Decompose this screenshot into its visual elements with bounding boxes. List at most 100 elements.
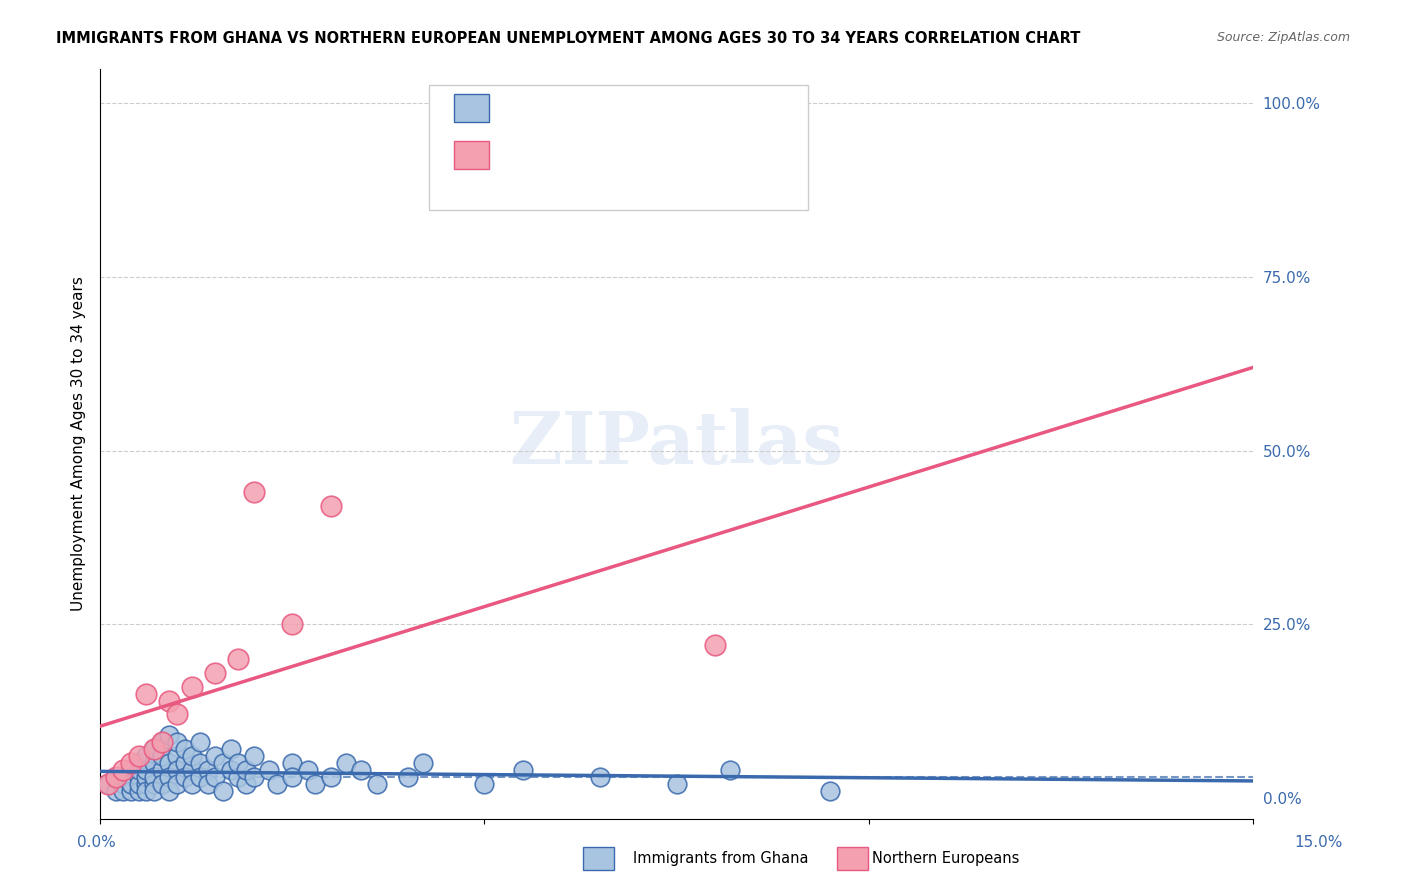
Text: IMMIGRANTS FROM GHANA VS NORTHERN EUROPEAN UNEMPLOYMENT AMONG AGES 30 TO 34 YEAR: IMMIGRANTS FROM GHANA VS NORTHERN EUROPE… [56,31,1081,46]
Text: Northern Europeans: Northern Europeans [872,851,1019,865]
Point [150,749,173,764]
Point [166,763,188,777]
Point [204,665,226,680]
Point [820,784,842,798]
Point [112,770,135,784]
Point [228,770,250,784]
Text: 15.0%: 15.0% [1295,836,1343,850]
Point [166,707,188,722]
Point [204,749,226,764]
Point [135,687,157,701]
Point [173,770,195,784]
Point [150,763,173,777]
Point [128,770,150,784]
Point [235,777,257,791]
Point [243,770,266,784]
Point [135,784,157,798]
Point [120,756,142,770]
Point [319,770,342,784]
Point [150,777,173,791]
Point [219,763,242,777]
Point [665,777,688,791]
Point [266,777,288,791]
Text: ZIPatlas: ZIPatlas [509,408,844,479]
Point [281,756,304,770]
Point [120,777,142,791]
Point [173,756,195,770]
Point [304,777,326,791]
Point [104,784,127,798]
Point [188,756,211,770]
Point [297,763,319,777]
Point [188,770,211,784]
Point [166,777,188,791]
Point [219,742,242,756]
Point [150,735,173,749]
Point [112,763,135,777]
Point [512,763,534,777]
Point [128,749,150,764]
Point [212,756,235,770]
Point [235,763,257,777]
Point [718,763,741,777]
Point [366,777,388,791]
Text: Source: ZipAtlas.com: Source: ZipAtlas.com [1216,31,1350,45]
Point [228,652,250,666]
Text: Immigrants from Ghana: Immigrants from Ghana [633,851,808,865]
Text: R = -0.033   N = 78: R = -0.033 N = 78 [499,100,643,114]
Point [150,735,173,749]
Text: R =   0.419   N = 17: R = 0.419 N = 17 [499,147,647,161]
Point [157,756,180,770]
Point [142,770,165,784]
Text: 0.0%: 0.0% [77,836,117,850]
Point [128,784,150,798]
Point [142,742,165,756]
Point [181,749,204,764]
Point [281,617,304,632]
Point [412,756,434,770]
Point [350,763,373,777]
Point [589,770,612,784]
Point [257,763,280,777]
Point [112,777,135,791]
Point [243,749,266,764]
Point [128,763,150,777]
Point [135,763,157,777]
Point [142,777,165,791]
Point [128,756,150,770]
Point [228,756,250,770]
Point [335,756,357,770]
Point [157,770,180,784]
Point [281,770,304,784]
Point [188,735,211,749]
Point [112,784,135,798]
Point [104,770,127,784]
Point [157,728,180,742]
Point [197,763,219,777]
Point [474,777,496,791]
Point [157,784,180,798]
Point [166,735,188,749]
Point [197,777,219,791]
Point [135,777,157,791]
Point [212,784,235,798]
Point [704,638,727,652]
Point [142,756,165,770]
Point [104,770,127,784]
Point [166,749,188,764]
Point [181,777,204,791]
Point [157,693,180,707]
Y-axis label: Unemployment Among Ages 30 to 34 years: Unemployment Among Ages 30 to 34 years [72,277,86,611]
Point [173,742,195,756]
Point [128,777,150,791]
Point [135,749,157,764]
Point [120,777,142,791]
Point [181,763,204,777]
Point [120,763,142,777]
Point [204,770,226,784]
Point [142,742,165,756]
Point [243,485,266,500]
Point [181,680,204,694]
Point [120,784,142,798]
Point [142,784,165,798]
